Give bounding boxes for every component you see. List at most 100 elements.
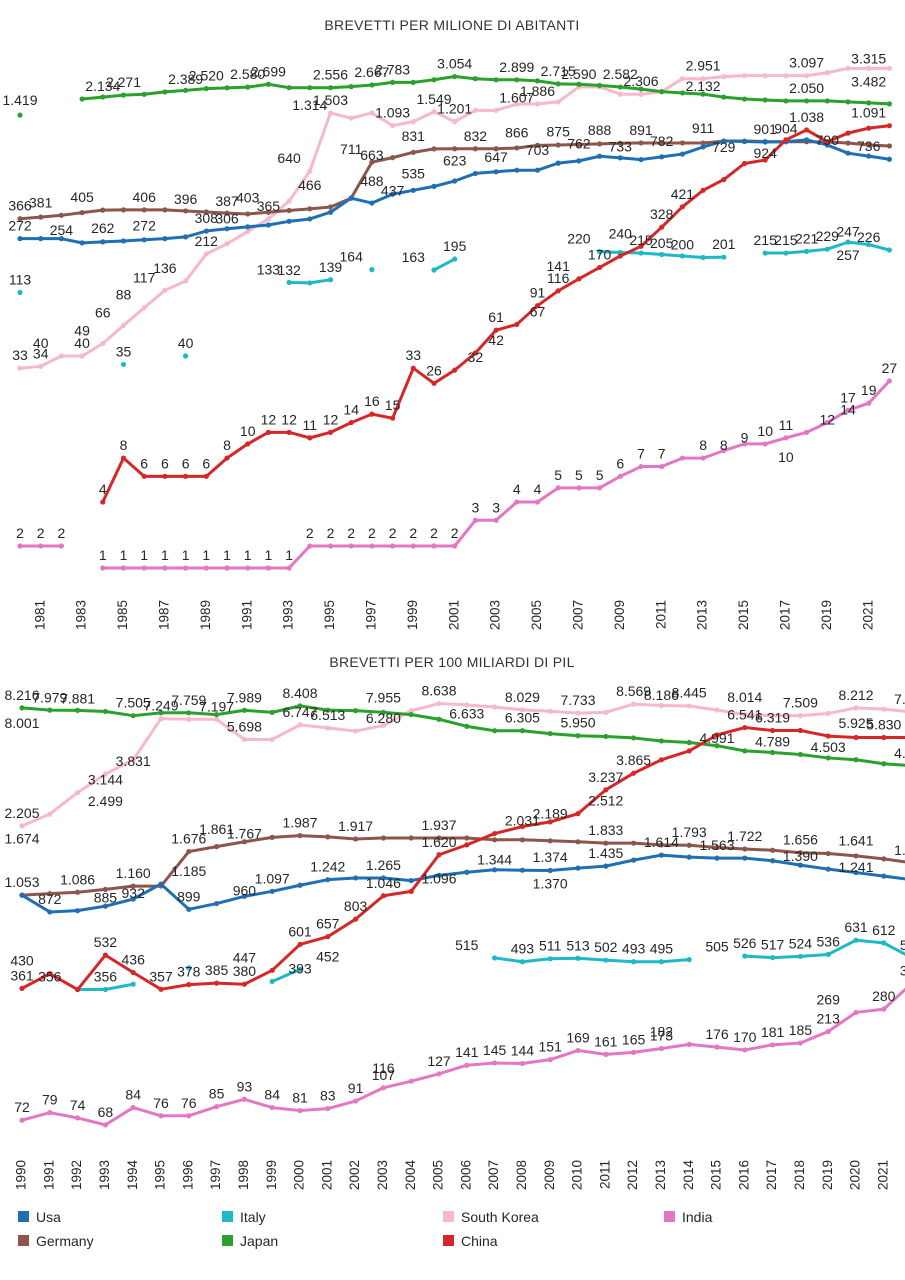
data-label: 91 <box>348 1080 364 1096</box>
x-tick-label: 2001 <box>446 600 461 630</box>
point-india <box>158 1113 164 1119</box>
data-label: 601 <box>288 923 312 939</box>
point-south-korea <box>845 65 851 71</box>
point-japan <box>631 735 637 741</box>
data-label: 161 <box>594 1033 618 1049</box>
point-germany <box>742 846 748 852</box>
point-usa <box>464 869 470 875</box>
point-usa <box>120 238 127 244</box>
data-label: 932 <box>122 885 146 901</box>
point-usa <box>390 191 396 197</box>
point-usa <box>631 857 637 863</box>
data-label: 15 <box>385 397 401 413</box>
point-china <box>576 276 582 282</box>
data-label: 2.050 <box>789 80 824 96</box>
point-usa <box>224 226 230 232</box>
point-usa <box>686 854 692 860</box>
point-germany <box>886 143 893 149</box>
legend-label: Italy <box>240 1209 266 1225</box>
point-india <box>679 455 686 461</box>
data-label: 365 <box>257 198 281 214</box>
x-tick-label: 1991 <box>239 600 254 630</box>
point-japan <box>824 98 830 104</box>
point-usa <box>286 218 292 224</box>
data-label: 212 <box>195 233 219 249</box>
point-japan <box>380 709 386 715</box>
point-germany <box>162 207 168 213</box>
point-japan <box>47 707 53 713</box>
x-tick-label: 2005 <box>529 600 544 630</box>
x-tick-label: 2009 <box>542 1160 557 1190</box>
point-germany <box>658 842 665 848</box>
point-usa <box>436 872 442 878</box>
x-tick-label: 1993 <box>97 1160 112 1190</box>
series-japan <box>19 703 905 767</box>
data-label: 4 <box>99 481 107 497</box>
data-label: 1.549 <box>416 91 451 107</box>
point-usa <box>886 156 893 162</box>
data-label: 10 <box>240 423 256 439</box>
point-china <box>452 367 458 373</box>
point-south-korea <box>824 70 830 76</box>
point-india <box>770 1042 776 1048</box>
data-label: 387 <box>215 193 239 209</box>
data-label: 736 <box>857 138 881 154</box>
x-axis: 1990 1991 1992 1993 1994 1995 1996 1997 1998 1999… <box>14 1160 905 1191</box>
point-usa <box>17 236 23 242</box>
point-germany <box>492 837 498 843</box>
point-india <box>853 1009 859 1016</box>
data-label: 4.991 <box>699 730 734 746</box>
data-label: 6 <box>616 455 624 471</box>
point-japan <box>721 94 727 100</box>
point-usa <box>353 875 359 881</box>
data-label: 2.580 <box>230 66 265 82</box>
data-label: 3 <box>472 499 480 515</box>
point-italy <box>762 250 768 256</box>
series-china <box>100 123 893 505</box>
point-japan <box>853 757 859 763</box>
point-south-korea <box>617 91 623 97</box>
data-label: 27 <box>882 360 898 376</box>
data-label: 6 <box>161 455 169 471</box>
data-label: 1 <box>161 547 169 563</box>
point-south-korea <box>141 305 147 311</box>
point-china <box>714 732 720 738</box>
data-label: 378 <box>177 964 201 980</box>
point-south-korea <box>353 728 359 734</box>
point-japan <box>597 82 603 89</box>
point-usa <box>410 187 416 193</box>
point-germany <box>679 140 686 146</box>
data-label: 7.733 <box>560 692 595 708</box>
data-label: 14 <box>840 402 856 418</box>
legend-label: China <box>461 1233 498 1249</box>
point-germany <box>603 840 609 846</box>
point-india <box>307 543 313 549</box>
data-label: 139 <box>319 259 343 275</box>
point-india <box>866 400 872 406</box>
data-label: 127 <box>427 1053 451 1069</box>
point-china <box>75 986 81 993</box>
data-label: 1.641 <box>838 833 873 849</box>
point-japan <box>576 81 582 87</box>
point-china <box>19 985 25 991</box>
x-tick-label: 2007 <box>570 600 585 630</box>
data-label: 1.987 <box>282 815 317 831</box>
data-label: 181 <box>761 1024 785 1040</box>
data-label: 7.759 <box>171 692 206 708</box>
point-germany <box>575 839 581 845</box>
point-india <box>741 441 748 447</box>
point-japan <box>770 749 776 756</box>
data-label: 1.607 <box>499 89 534 105</box>
point-usa <box>547 867 553 874</box>
point-germany <box>79 210 85 216</box>
x-tick-label: 2005 <box>431 1160 446 1190</box>
data-label: 163 <box>402 249 426 265</box>
point-italy <box>575 955 581 961</box>
data-label: 612 <box>872 922 896 938</box>
point-italy <box>631 959 637 965</box>
data-label: 195 <box>443 238 467 254</box>
point-germany <box>547 838 553 844</box>
point-germany <box>853 853 859 859</box>
